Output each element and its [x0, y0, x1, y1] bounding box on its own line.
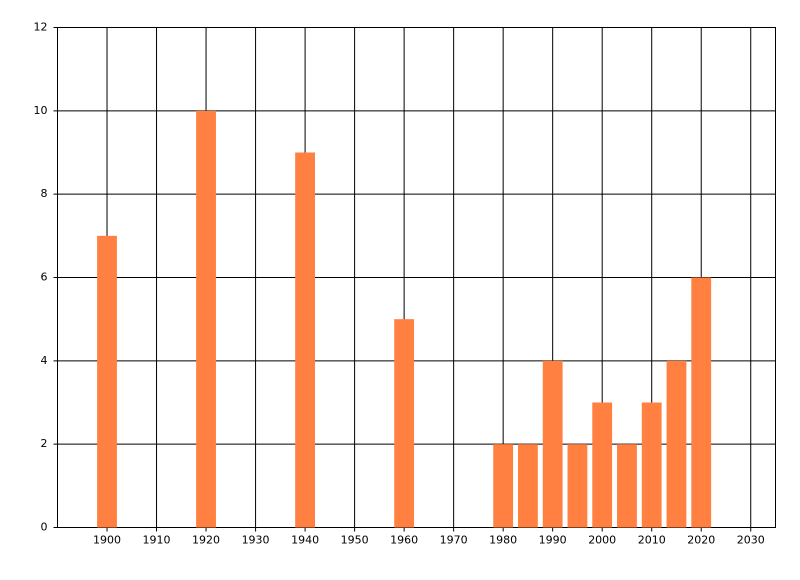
y-tick-label: 12 — [34, 21, 48, 34]
bar — [567, 444, 588, 528]
x-tick-label: 1930 — [242, 534, 270, 547]
bar — [542, 360, 563, 528]
bar — [691, 277, 712, 528]
x-tick-label: 1990 — [539, 534, 567, 547]
x-tick-label: 2000 — [588, 534, 616, 547]
x-tick-label: 2030 — [737, 534, 765, 547]
bar — [592, 402, 613, 528]
y-tick-label: 8 — [41, 187, 48, 200]
x-tick-label: 1940 — [291, 534, 319, 547]
bar — [518, 444, 538, 528]
bar — [394, 319, 415, 528]
x-tick-label: 1960 — [390, 534, 418, 547]
x-tick-label: 1920 — [192, 534, 220, 547]
x-tick-label: 1950 — [341, 534, 369, 547]
bar — [641, 402, 662, 528]
x-tick-label: 1970 — [440, 534, 468, 547]
bar — [617, 444, 637, 528]
bar — [196, 110, 216, 528]
x-tick-label: 2010 — [638, 534, 666, 547]
y-tick-label: 0 — [41, 521, 48, 534]
y-tick-label: 4 — [41, 354, 48, 367]
x-tick-label: 2020 — [687, 534, 715, 547]
bar — [493, 444, 514, 528]
y-tick-label: 2 — [41, 437, 48, 450]
x-tick-label: 1900 — [93, 534, 121, 547]
bar — [295, 152, 315, 528]
plot-border — [57, 27, 776, 528]
y-tick-label: 10 — [34, 104, 48, 117]
bar — [97, 235, 117, 528]
x-tick-label: 1980 — [489, 534, 517, 547]
x-tick-label: 1910 — [143, 534, 171, 547]
y-tick-label: 6 — [41, 271, 48, 284]
bar — [666, 360, 687, 528]
